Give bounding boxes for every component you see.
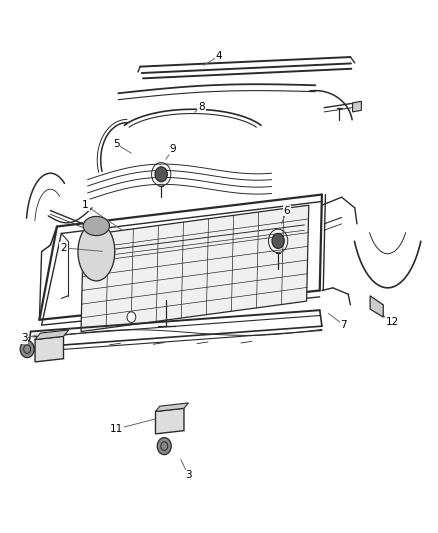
Polygon shape <box>370 296 383 317</box>
Polygon shape <box>155 408 184 434</box>
Polygon shape <box>83 216 110 236</box>
Circle shape <box>155 167 167 182</box>
Text: 8: 8 <box>198 102 205 111</box>
Text: 3: 3 <box>21 334 28 343</box>
Text: 11: 11 <box>110 424 123 434</box>
Circle shape <box>127 312 136 322</box>
Polygon shape <box>35 336 64 362</box>
Circle shape <box>20 341 34 358</box>
Text: 3: 3 <box>185 471 192 480</box>
Text: 4: 4 <box>215 51 223 61</box>
Text: 6: 6 <box>283 206 290 215</box>
Polygon shape <box>353 101 361 112</box>
Polygon shape <box>81 205 309 332</box>
Text: 1: 1 <box>82 200 89 210</box>
Text: 9: 9 <box>170 144 177 154</box>
Polygon shape <box>155 403 188 411</box>
Circle shape <box>157 438 171 455</box>
Circle shape <box>272 233 284 248</box>
Text: 2: 2 <box>60 243 67 253</box>
Text: 5: 5 <box>113 139 120 149</box>
Polygon shape <box>78 222 115 281</box>
Text: 7: 7 <box>340 320 347 330</box>
Polygon shape <box>35 330 69 340</box>
Text: 12: 12 <box>385 318 399 327</box>
